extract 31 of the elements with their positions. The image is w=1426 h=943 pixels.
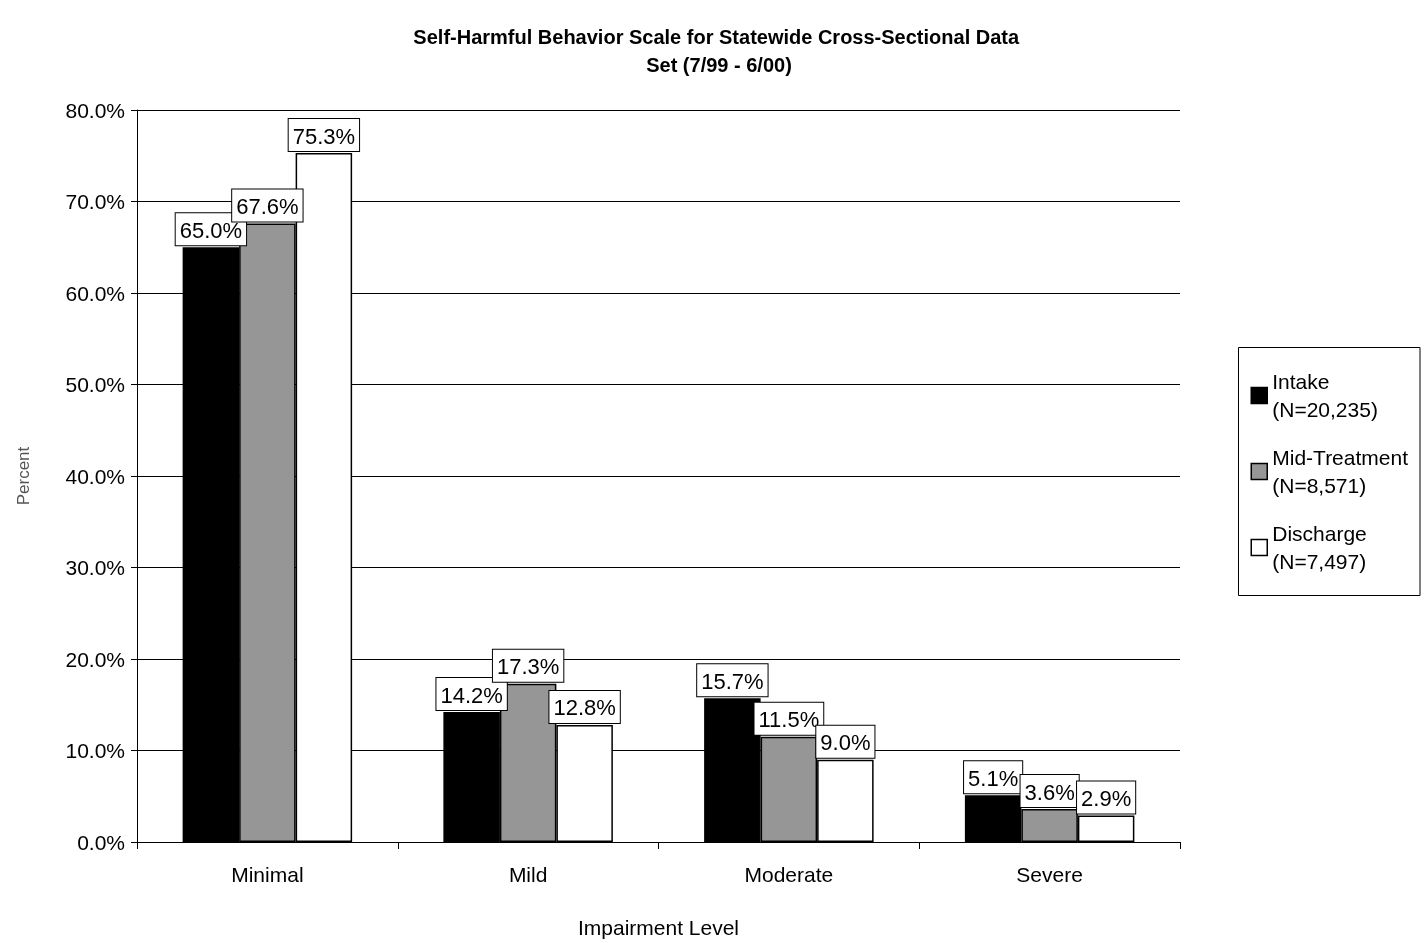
y-tick-label: 50.0% [65, 373, 125, 396]
y-tick-label: 20.0% [65, 647, 125, 671]
data-label: 9.0% [820, 730, 871, 756]
data-label: 67.6% [236, 193, 299, 219]
legend-label: Discharge (N=7,497) [1272, 522, 1367, 573]
y-tick-label: 10.0% [65, 739, 125, 762]
y-tick-label: 30.0% [65, 556, 125, 579]
y-tick-label: 80.0% [65, 98, 125, 122]
data-label: 75.3% [292, 123, 356, 149]
x-tick-label: Mild [508, 863, 548, 886]
legend-label: Intake (N=20,235) [1272, 370, 1378, 421]
x-axis-title: Impairment Level [577, 916, 740, 939]
data-label: 14.2% [440, 682, 503, 708]
data-label: 5.1% [968, 765, 1019, 791]
data-label: 3.6% [1024, 779, 1075, 805]
data-label: 65.0% [179, 217, 243, 243]
y-axis-title: Percent [14, 446, 33, 506]
data-label: 17.3% [496, 654, 560, 680]
data-label: 15.7% [701, 668, 764, 694]
data-label: 12.8% [553, 695, 616, 721]
y-tick-label: 60.0% [65, 281, 125, 305]
data-label: 11.5% [758, 707, 820, 733]
legend-label: Mid-Treatment (N=8,571) [1272, 446, 1409, 497]
x-tick-label: Severe [1016, 863, 1083, 886]
x-tick-label: Moderate [744, 863, 834, 886]
y-tick-label: 0.0% [77, 830, 125, 854]
y-tick-label: 70.0% [65, 190, 125, 213]
chart-title: Self-Harmful Behavior Scale for Statewide Cross-Sectional Data Set (7/99 - 6/00) [413, 26, 1025, 76]
y-tick-label: 40.0% [65, 464, 125, 488]
data-label: 2.9% [1081, 785, 1132, 811]
x-tick-label: Minimal [231, 863, 304, 886]
